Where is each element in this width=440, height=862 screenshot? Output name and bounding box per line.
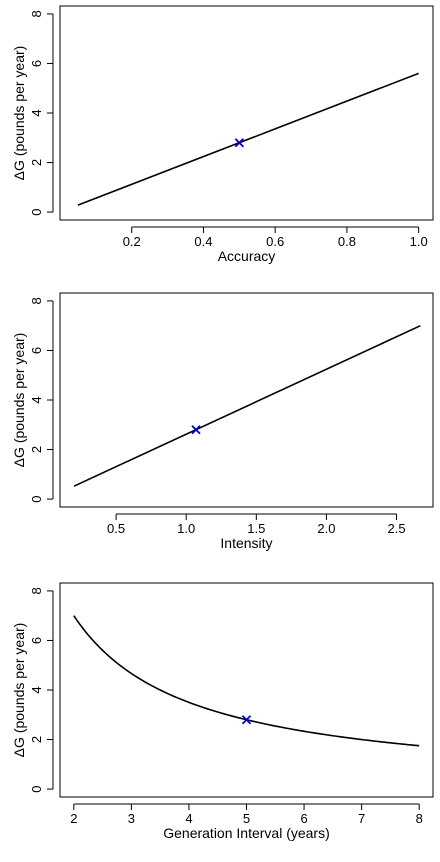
marker-stroke — [234, 138, 244, 148]
y-axis-title: ΔG (pounds per year) — [11, 46, 27, 181]
marker-stroke — [191, 425, 201, 435]
x-tick-label: 1.0 — [410, 234, 428, 249]
plot-frame — [59, 5, 434, 221]
chart-panel-1: 0.2 0.4 0.6 0.8 1.0 Accuracy 0 2 4 6 8 ΔG (pounds p… — [11, 5, 434, 264]
y-tick-label: 0 — [29, 495, 44, 502]
x-axis-title: Accuracy — [218, 248, 276, 264]
y-tick-label: 8 — [29, 10, 44, 17]
x-tick-label: 7 — [358, 811, 365, 826]
y-tick-label: 2 — [29, 159, 44, 166]
y-axis-title: ΔG (pounds per year) — [11, 333, 27, 468]
series-line — [73, 615, 420, 747]
series-line — [73, 324, 421, 487]
marker-stroke — [241, 715, 252, 725]
highlight-point-marker — [234, 138, 244, 148]
y-axis-title: ΔG (pounds per year) — [11, 623, 27, 758]
x-tick-label: 3 — [128, 811, 135, 826]
x-axis-title: Intensity — [220, 535, 272, 551]
y-tick-label: 2 — [29, 736, 44, 743]
y-tick-label: 4 — [29, 686, 44, 693]
chart-panel-2: 0.5 1.0 1.5 2.0 2.5 Intensity 0 2 4 6 8 ΔG (pounds … — [11, 292, 434, 551]
x-tick-label: 5 — [243, 811, 250, 826]
x-tick-label: 0.6 — [266, 234, 284, 249]
x-tick-label: 2.5 — [388, 521, 406, 536]
highlight-point-marker — [191, 425, 201, 435]
x-tick-label: 2 — [70, 811, 77, 826]
x-axis-title: Generation Interval (years) — [163, 825, 330, 841]
y-tick-label: 4 — [29, 396, 44, 403]
y-tick-label: 8 — [29, 587, 44, 594]
y-tick-label: 0 — [29, 208, 44, 215]
x-tick-label: 0.8 — [338, 234, 356, 249]
x-tick-label: 1.0 — [177, 521, 195, 536]
y-tick-label: 6 — [29, 637, 44, 644]
x-tick-label: 0.5 — [107, 521, 125, 536]
y-tick-label: 0 — [29, 785, 44, 792]
x-tick-label: 1.5 — [247, 521, 265, 536]
y-tick-label: 4 — [29, 109, 44, 116]
x-tick-label: 8 — [416, 811, 423, 826]
x-tick-label: 2.0 — [317, 521, 335, 536]
plot-frame — [59, 292, 434, 508]
chart-panel-3: 2 3 4 5 6 7 8 Generation Interval (years) 0 2 4 6 8 Δ… — [11, 582, 434, 841]
series-line — [77, 72, 419, 206]
x-tick-label: 4 — [185, 811, 192, 826]
x-tick-label: 0.2 — [123, 234, 141, 249]
y-tick-label: 6 — [29, 347, 44, 354]
y-tick-label: 2 — [29, 446, 44, 453]
y-tick-label: 8 — [29, 297, 44, 304]
y-tick-label: 6 — [29, 60, 44, 67]
x-tick-label: 6 — [300, 811, 307, 826]
plot-frame — [59, 582, 434, 798]
x-tick-label: 0.4 — [194, 234, 212, 249]
highlight-point-marker — [241, 715, 252, 725]
